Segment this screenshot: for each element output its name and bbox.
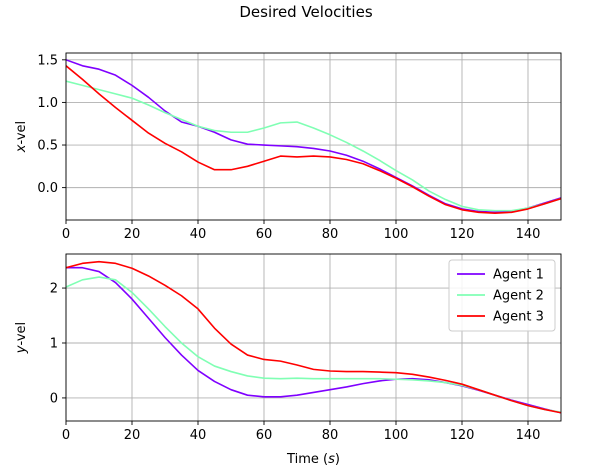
legend-box: [448, 259, 556, 332]
y-axis-label: x-vel: [14, 121, 29, 153]
x-tick-label: 40: [190, 428, 207, 443]
x-tick-label: 140: [516, 227, 541, 242]
y-tick-label: 0: [50, 391, 58, 406]
y-tick-label: 0.5: [37, 139, 58, 154]
y-axis-label: y-vel: [14, 322, 29, 354]
y-tick-label: 1: [50, 336, 58, 351]
x-axis-label: Time (s): [286, 452, 340, 467]
x-tick-label: 20: [124, 227, 141, 242]
x-tick-label: 60: [256, 227, 273, 242]
legend-entry-label: Agent 1: [493, 268, 544, 283]
x-tick-label: 80: [322, 227, 339, 242]
series-line-agent-1: [66, 59, 561, 214]
x-tick-label: 100: [384, 227, 409, 242]
legend-entry-label: Agent 2: [493, 289, 544, 304]
subplot-x-velocity: 0 20 40 60 80 100 120 140 0.0 0.5 1.0 1.5 x-vel: [14, 52, 562, 242]
legend-entry-label: Agent 3: [493, 310, 544, 325]
y-tick-label: 0.0: [37, 181, 58, 196]
axes-frame: [65, 253, 562, 422]
x-tick-label: 140: [516, 428, 541, 443]
series-line-agent-3: [66, 64, 561, 214]
x-tick-label: 120: [450, 227, 475, 242]
x-tick-label: 100: [384, 428, 409, 443]
series-line-agent-2: [66, 80, 561, 212]
x-tick-label: 0: [62, 428, 70, 443]
x-tick-label: 0: [62, 227, 70, 242]
series-line-agent-3: [66, 260, 561, 414]
axes-frame: [65, 52, 562, 221]
y-tick-label: 2: [50, 282, 58, 297]
y-tick-label: 1.0: [37, 96, 58, 111]
x-tick-label: 40: [190, 227, 207, 242]
x-tick-label: 80: [322, 428, 339, 443]
x-tick-label: 20: [124, 428, 141, 443]
chart-title: Desired Velocities: [239, 3, 372, 21]
x-tick-label: 120: [450, 428, 475, 443]
y-tick-label: 1.5: [37, 53, 58, 68]
subplot-y-velocity: 0 20 40 60 80 100 120 140 0 1 2 y-vel: [14, 253, 562, 443]
x-tick-label: 60: [256, 428, 273, 443]
legend: Agent 1 Agent 2 Agent 3: [448, 259, 556, 332]
